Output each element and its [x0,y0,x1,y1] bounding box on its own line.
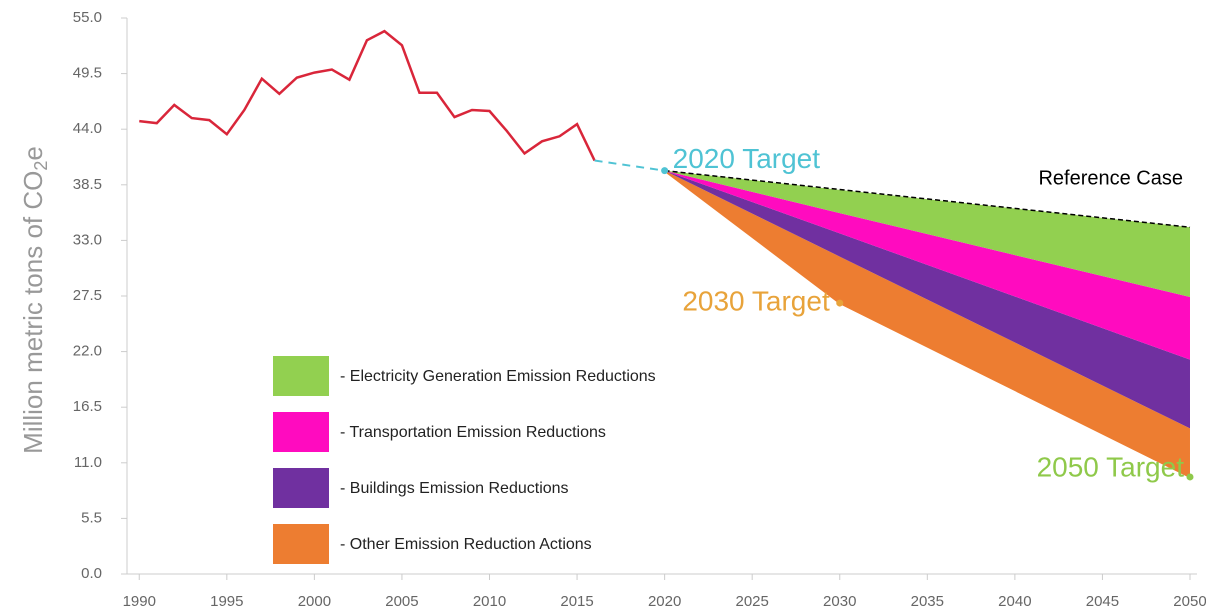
x-tick-label: 2000 [298,593,331,610]
y-tick-label: 0.0 [81,565,102,582]
y-axis-label: Million metric tons of CO2e [18,146,51,454]
x-tick-label: 2035 [911,593,944,610]
x-tick-label: 2025 [736,593,769,610]
target-label: 2030 Target [682,285,830,316]
legend-label: - Other Emission Reduction Actions [340,536,592,553]
y-tick-label: 38.5 [73,176,102,193]
x-tick-label: 2050 [1173,593,1206,610]
historical-line [139,29,596,162]
y-axis-label-text: Million metric tons of CO [18,171,48,454]
reference-line [664,169,1191,229]
y-tick-label: 22.0 [73,343,102,360]
y-tick-label: 49.5 [73,65,102,82]
legend-label: - Buildings Emission Reductions [340,480,569,497]
x-tick-label: 2045 [1086,593,1119,610]
y-tick-label: 16.5 [73,398,102,415]
legend-label: - Electricity Generation Emission Reduct… [340,368,656,385]
target-point [1186,473,1194,481]
x-tick-label: 1990 [123,593,156,610]
projection-line [594,159,665,172]
x-tick-label: 1995 [210,593,243,610]
x-tick-label: 2005 [385,593,418,610]
reduction-band [664,170,1190,429]
reduction-band [664,170,1190,477]
y-tick-label: 11.0 [74,454,102,471]
target-point [836,299,844,307]
y-tick-label: 55.0 [73,9,102,26]
y-tick-label: 33.0 [73,231,102,248]
y-tick-label: 27.5 [73,287,102,304]
legend-swatch [273,412,329,452]
y-tick-label: 44.0 [73,120,102,137]
x-tick-label: 2015 [560,593,593,610]
reduction-band [664,170,1190,298]
x-tick-label: 2040 [998,593,1031,610]
x-tick-label: 2010 [473,593,506,610]
reference-label: Reference Case [1038,167,1183,189]
y-axis-label-suffix: e [18,146,48,160]
legend-swatch [273,356,329,396]
x-tick-label: 2030 [823,593,856,610]
legend-label: - Transportation Emission Reductions [340,424,606,441]
x-tick-label: 2020 [648,593,681,610]
legend-swatch [273,524,329,564]
y-tick-label: 5.5 [81,509,102,526]
y-axis-label-sub: 2 [31,161,51,171]
legend-swatch [273,468,329,508]
target-point [661,167,669,175]
target-label: 2020 Target [673,143,821,174]
target-label: 2050 Target [1037,451,1185,482]
